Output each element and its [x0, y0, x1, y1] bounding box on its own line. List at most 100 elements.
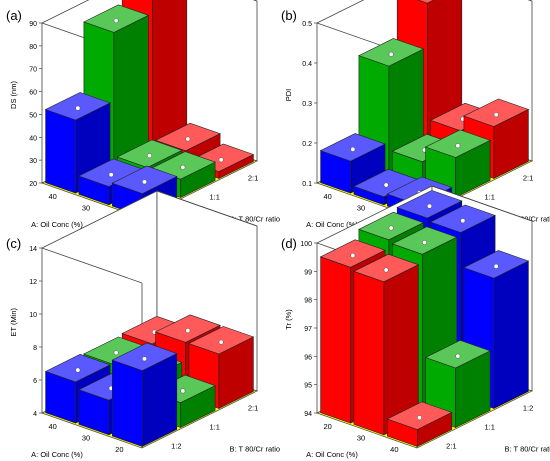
- axis-b-tick-label: 1:2: [523, 404, 533, 413]
- bar-point-marker: [422, 240, 427, 245]
- z-tick-label: 0.3: [302, 101, 312, 108]
- axis-a-tick-label: 30: [82, 434, 90, 443]
- axis-b-tick-label: 2:1: [523, 174, 533, 183]
- bar-point-marker: [455, 353, 461, 359]
- bar-point-marker: [493, 112, 499, 118]
- z-tick-label: 0.1: [302, 181, 312, 188]
- bar-point-marker: [113, 18, 119, 24]
- z-tick-label: 80: [29, 44, 37, 51]
- bar-point-marker: [180, 388, 186, 394]
- axis-b-tick-label: 1:1: [210, 193, 220, 202]
- z-tick-label: 95: [304, 383, 312, 390]
- axis-a-tick-label: 20: [115, 445, 123, 454]
- panel-label: (a): [6, 8, 22, 23]
- z-tick-label: 14: [29, 246, 37, 253]
- bar-point-marker: [383, 267, 389, 273]
- z-axis-label: PDI: [284, 89, 293, 102]
- axis-a-tick-label: 30: [357, 434, 365, 443]
- axis-a-tick-label: 40: [323, 192, 331, 201]
- top-edge-right: [156, 190, 258, 227]
- bar-point-marker: [493, 263, 499, 269]
- bar-face-top: [417, 0, 435, 4]
- z-axis-label: ET (Min): [9, 307, 18, 336]
- axis-a-label: A: Oil Conc (%): [306, 450, 358, 459]
- bar-point-marker: [350, 253, 356, 258]
- z-tick-label: 8: [33, 345, 37, 352]
- axis-b-label: B: T 80/Cr ratio: [505, 445, 550, 454]
- bar-point-marker: [142, 356, 147, 362]
- z-tick-label: 90: [29, 21, 37, 28]
- z-tick-label: 50: [29, 112, 37, 119]
- axis-b-tick-label: 1:1: [485, 423, 495, 432]
- bar-point-marker: [113, 350, 119, 356]
- panel-label: (b): [281, 8, 297, 23]
- z-axis-label: Tr (%): [284, 309, 293, 330]
- panel-label: (d): [281, 236, 297, 251]
- axis-b-tick-label: 1:2: [171, 442, 181, 451]
- z-tick-label: 4: [33, 411, 37, 418]
- bar-point-marker: [75, 105, 81, 111]
- axis-a-tick-label: 40: [48, 422, 56, 431]
- axis-a-tick-label: 30: [82, 204, 90, 213]
- chart-panel-2: (b)0.10.20.30.40.5PDI403020A: Oil Conc (…: [281, 0, 550, 229]
- z-tick-label: 94: [304, 411, 312, 418]
- bar-oil-20-ratio-1-2: [111, 342, 178, 447]
- z-tick-label: 99: [304, 269, 312, 276]
- bar-point-marker: [147, 153, 152, 159]
- bar-point-marker: [218, 157, 224, 163]
- z-tick-label: 12: [29, 279, 37, 286]
- z-tick-label: 96: [304, 354, 312, 361]
- axis-b-tick-label: 1:1: [485, 193, 495, 202]
- bar-point-marker: [108, 172, 114, 178]
- bar-point-marker: [180, 164, 186, 170]
- z-axis-label: DS (nm): [9, 81, 18, 109]
- bar-point-marker: [218, 339, 224, 345]
- top-edge-left: [41, 247, 143, 284]
- bar-point-marker: [417, 415, 422, 421]
- chart-panel-3: (c) 4 6 8 10 12 14 ET (Min) 40 30 20 A: Oil Conc (%…: [6, 190, 281, 459]
- axis-a-label: A: Oil Conc (%): [31, 450, 83, 459]
- z-tick-label: 0.5: [302, 21, 312, 28]
- bar-face-left: [320, 256, 351, 424]
- bar-point-marker: [185, 136, 191, 142]
- z-tick-label: 6: [33, 378, 37, 385]
- axis-b-tick-label: 2:1: [248, 404, 258, 413]
- z-tick-label: 97: [304, 326, 312, 333]
- bar-point-marker: [75, 367, 81, 373]
- bar-face-left: [112, 359, 143, 447]
- axis-b-label: B: T 80/Cr ratio: [230, 215, 281, 224]
- axis-b-tick-label: 2:1: [446, 442, 456, 451]
- bar-point-marker: [185, 328, 191, 333]
- bar-point-marker: [427, 203, 432, 209]
- bar-point-marker: [383, 182, 389, 188]
- bar-oil-40-ratio-1-2: [44, 92, 111, 194]
- axis-a-tick-label: 40: [48, 192, 56, 201]
- z-tick-label: 0.4: [302, 61, 312, 68]
- panel-label: (c): [6, 236, 21, 251]
- z-tick-label: 70: [29, 67, 37, 74]
- bar-face-left: [353, 270, 385, 436]
- bar-oil-30-ratio-2-1: [353, 253, 420, 436]
- z-tick-label: 0.2: [302, 141, 312, 148]
- axis-a-label: A: Oil Conc (%): [306, 220, 358, 229]
- z-tick-label: 20: [29, 181, 37, 188]
- bar-point-marker: [388, 225, 394, 231]
- axis-b-tick-label: 2:1: [248, 174, 258, 183]
- axis-b-label: B: T 80/Cr ratio: [230, 445, 281, 454]
- z-tick-label: 100: [300, 241, 312, 248]
- bar-point-marker: [142, 179, 147, 185]
- axis-a-tick-label: 30: [357, 204, 365, 213]
- bar-face-right: [493, 260, 529, 409]
- bar-point-marker: [350, 146, 356, 152]
- bar-point-marker: [455, 143, 461, 149]
- axis-a-label: A: Oil Conc (%): [31, 220, 83, 229]
- z-tick-label: 40: [29, 135, 37, 142]
- z-tick-label: 60: [29, 90, 37, 97]
- top-edge-right: [431, 185, 533, 222]
- bar-oil-40-ratio-2-1: [386, 401, 453, 447]
- chart-panel-4: (d) 94 95 96 97 98 99 100 Tr (%) 20 30 40 A: Oil Con…: [281, 185, 550, 459]
- axis-a-tick-label: 20: [323, 422, 331, 431]
- z-tick-label: 30: [29, 158, 37, 165]
